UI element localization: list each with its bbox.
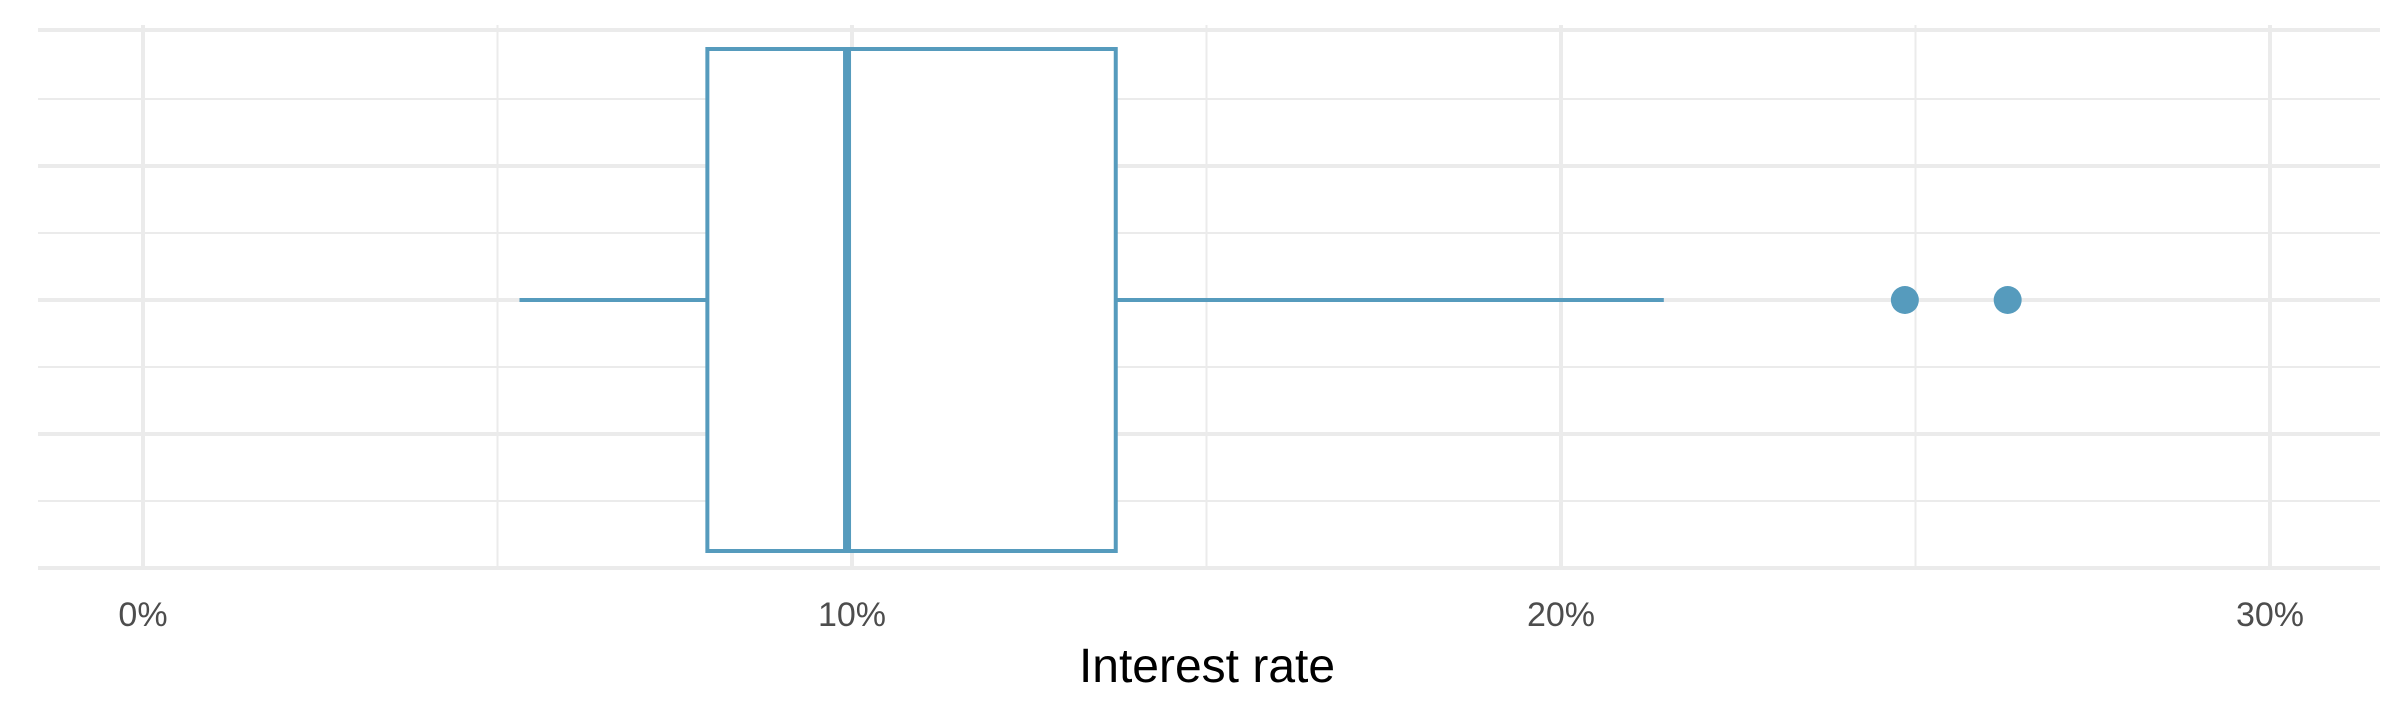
x-tick-label: 0% — [118, 596, 167, 634]
grid — [38, 25, 2380, 570]
boxplot-marks — [519, 47, 2022, 553]
outlier-point — [1890, 286, 1919, 314]
x-tick-label: 20% — [1527, 596, 1595, 634]
x-tick-label: 30% — [2236, 596, 2304, 634]
x-axis-tick-labels: 0% 10% 20% 30% — [118, 596, 2304, 634]
outlier-point — [1993, 286, 2022, 314]
x-tick-label: 10% — [818, 596, 886, 634]
iqr-box — [705, 47, 1118, 553]
x-axis-title: Interest rate — [1079, 640, 1335, 693]
